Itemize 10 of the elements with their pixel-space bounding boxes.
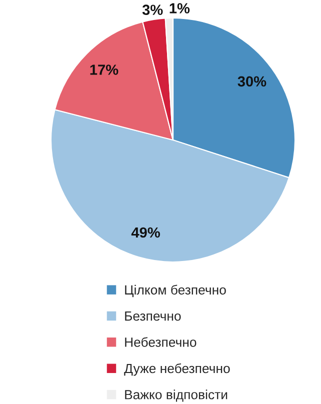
legend-label: Цілком безпечно [125,284,226,298]
data-label: 1% [170,3,190,14]
legend-label: Безпечно [125,312,181,321]
legend-label: Важко відповісти [125,390,228,402]
data-label: 3% [142,4,163,15]
legend-label: Небезпечно [125,337,196,347]
legend-label: Дуже небезпечно [124,363,230,376]
data-label: 49% [131,227,160,238]
data-label: 17% [90,64,118,75]
data-label: 30% [238,76,266,87]
